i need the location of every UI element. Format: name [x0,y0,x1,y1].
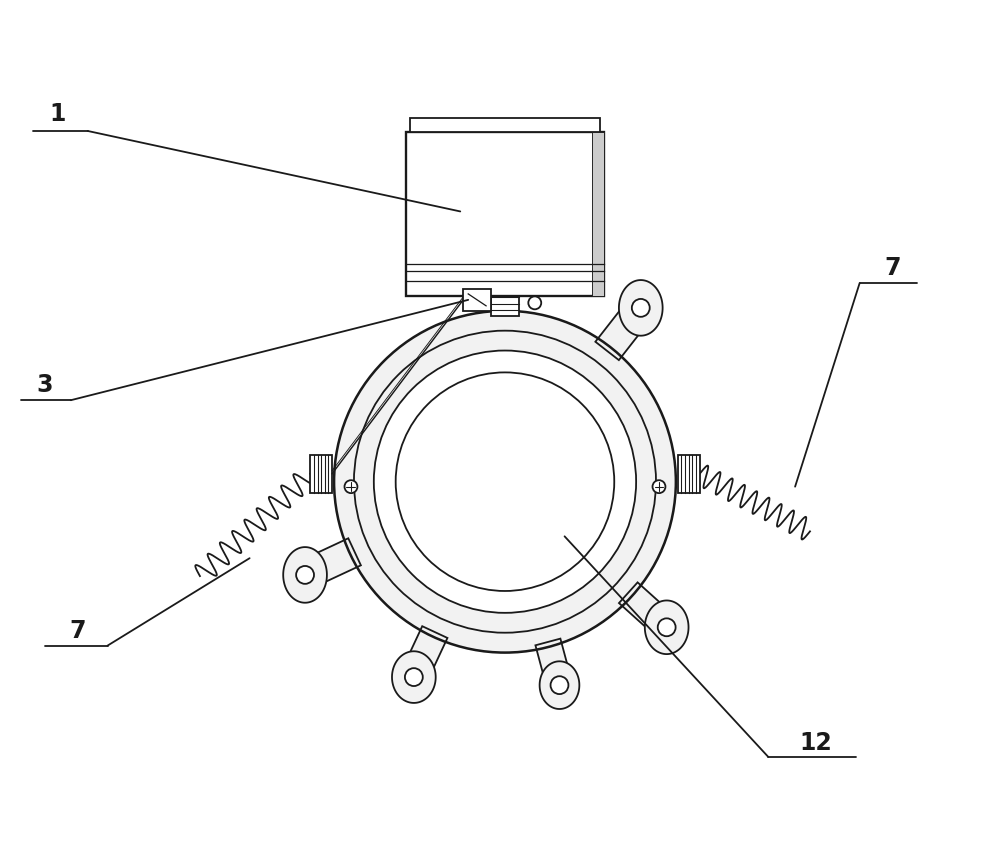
Text: 3: 3 [37,374,53,397]
Text: 12: 12 [800,731,832,755]
Polygon shape [401,626,447,683]
Polygon shape [392,651,436,703]
Polygon shape [595,299,653,360]
Circle shape [528,297,541,310]
Circle shape [405,668,423,686]
Polygon shape [619,583,676,637]
Polygon shape [645,601,689,654]
Text: 7: 7 [884,256,901,280]
Polygon shape [535,639,572,688]
Circle shape [296,566,314,583]
Bar [406,132,604,296]
Bar [678,455,700,492]
Circle shape [658,618,676,636]
Circle shape [551,676,568,694]
Polygon shape [619,280,663,336]
Bar [463,289,491,310]
Polygon shape [299,538,361,589]
Text: 7: 7 [69,619,86,642]
Circle shape [632,299,650,316]
Polygon shape [540,662,579,709]
Bar [592,132,604,296]
Bar [310,455,332,492]
Circle shape [653,480,665,493]
Bar [410,118,600,132]
Text: 1: 1 [50,102,66,126]
Polygon shape [283,547,327,603]
Bar [491,296,519,316]
Circle shape [345,480,357,493]
Circle shape [334,310,676,653]
Circle shape [374,350,636,613]
